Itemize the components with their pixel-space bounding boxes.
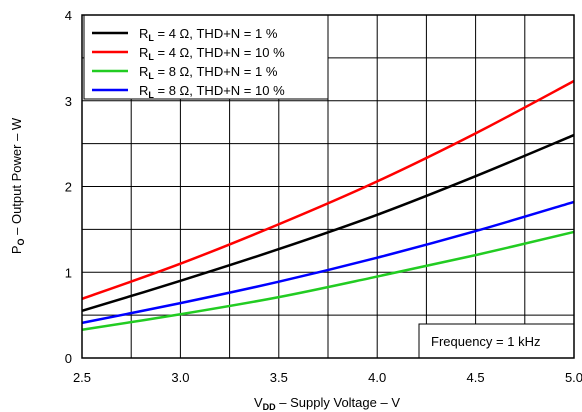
x-tick-label: 4.0 [368,370,386,385]
y-axis-title-main: P [9,246,24,255]
x-axis-title-main: V [254,395,263,410]
legend-label-main: R [139,83,148,98]
y-tick-label: 2 [65,180,72,195]
series-line [81,200,575,325]
legend-label: RL = 8 Ω, THD+N = 1 % [139,64,278,81]
y-tick-label: 3 [65,94,72,109]
frequency-note-text: Frequency = 1 kHz [431,334,540,349]
y-axis-title-sub: O [16,238,26,245]
series-line [81,133,575,313]
y-axis-title-rest: – Output Power – W [9,117,24,238]
legend-label-rest: = 8 Ω, THD+N = 1 % [154,64,278,79]
legend-label: RL = 4 Ω, THD+N = 1 % [139,26,278,43]
x-tick-label: 3.0 [171,370,189,385]
y-axis-title: PO – Output Power – W [9,117,26,254]
legend-label-sub: L [148,33,154,43]
y-tick-label: 0 [65,351,72,366]
x-tick-label: 4.5 [467,370,485,385]
legend-label-sub: L [148,71,154,81]
x-axis-title-rest: – Supply Voltage – V [276,395,401,410]
frequency-note-box [418,323,575,359]
plot-frame [81,14,575,359]
x-tick-label: 5.0 [565,370,582,385]
x-tick-label: 2.5 [73,370,91,385]
x-axis-title-sub: DD [263,402,276,412]
legend-box [83,14,329,100]
x-axis-title: VDD – Supply Voltage – V [254,395,400,412]
x-tick-label: 3.5 [270,370,288,385]
tick-labels: 2.5 3.0 3.5 4.0 4.5 5.0 0 1 2 3 4 [65,8,582,385]
legend-label-sub: L [148,90,154,100]
legend-label-sub: L [148,52,154,62]
legend-label-main: R [139,45,148,60]
legend: RL = 4 Ω, THD+N = 1 %RL = 4 Ω, THD+N = 1… [83,14,329,100]
legend-label-rest: = 4 Ω, THD+N = 10 % [154,45,285,60]
legend-label: RL = 8 Ω, THD+N = 10 % [139,83,285,100]
y-tick-label: 1 [65,265,72,280]
legend-label-main: R [139,26,148,41]
legend-label: RL = 4 Ω, THD+N = 10 % [139,45,285,62]
frequency-note: Frequency = 1 kHz [418,323,575,359]
y-tick-label: 4 [65,8,72,23]
series-group [81,79,575,331]
series-line [81,230,575,331]
legend-label-rest: = 8 Ω, THD+N = 10 % [154,83,285,98]
legend-label-rest: = 4 Ω, THD+N = 1 % [154,26,278,41]
legend-label-main: R [139,64,148,79]
series-line [81,79,575,301]
